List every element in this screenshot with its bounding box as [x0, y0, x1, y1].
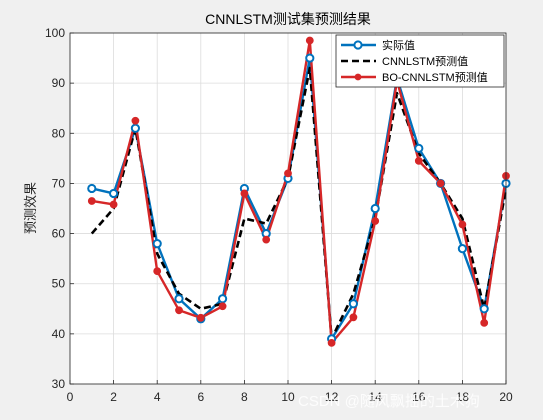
chart-title: CNNLSTM测试集预测结果: [205, 11, 371, 27]
x-tick-label: 14: [369, 390, 383, 404]
y-tick-label: 100: [45, 26, 65, 40]
x-tick-label: 6: [197, 390, 204, 404]
data-point-series-3: [371, 217, 380, 225]
data-point-series-3: [87, 197, 96, 205]
data-point-series-1: [414, 143, 424, 153]
y-axis-label: 预测效果: [23, 182, 38, 234]
data-point-series-3: [327, 338, 336, 347]
x-tick-label: 0: [67, 390, 74, 404]
series-layer: [87, 36, 511, 347]
data-point-series-3: [131, 116, 140, 125]
data-point-series-1: [305, 53, 315, 63]
data-point-series-3: [262, 235, 271, 244]
data-point-series-1: [218, 294, 228, 304]
y-tick-label: 40: [52, 327, 66, 341]
y-tick-label: 90: [52, 76, 66, 90]
legend-label-2: CNNLSTM预测值: [382, 55, 468, 68]
legend-label-1: 实际值: [382, 38, 415, 52]
data-point-series-3: [305, 36, 314, 45]
data-point-series-3: [349, 313, 358, 322]
data-point-series-3: [284, 169, 292, 178]
data-point-series-1: [370, 203, 380, 214]
x-tick-label: 10: [281, 390, 295, 404]
y-tick-label: 70: [52, 176, 66, 190]
data-point-series-1: [348, 299, 358, 309]
x-tick-label: 18: [456, 390, 470, 404]
data-point-series-3: [436, 179, 445, 188]
x-tick-label: 8: [241, 390, 248, 404]
x-tick-label: 16: [412, 390, 426, 404]
x-tick-label: 12: [325, 390, 339, 404]
legend-swatch-marker-1: [353, 40, 363, 50]
data-point-series-3: [458, 220, 467, 229]
series-line-3: [91, 39, 508, 345]
data-point-series-1: [87, 183, 97, 194]
data-point-series-3: [414, 156, 423, 165]
data-point-series-3: [196, 313, 205, 322]
axis-ticks: 0 2 4 6 8 10 12 14 16 18 20 30 40 50 60 70 80 90 100: [45, 26, 513, 404]
x-tick-label: 20: [499, 390, 513, 404]
watermark: CSDN @随风飘摇的土木狗: [298, 393, 480, 410]
data-point-series-3: [109, 200, 118, 209]
y-tick-label: 30: [52, 377, 66, 391]
x-tick-label: 4: [154, 390, 161, 404]
data-point-series-1: [152, 239, 162, 249]
data-point-series-3: [175, 306, 183, 315]
data-point-series-1: [457, 244, 467, 254]
y-tick-label: 60: [52, 227, 66, 241]
data-point-series-3: [218, 302, 227, 311]
y-tick-label: 80: [52, 126, 66, 140]
x-tick-label: 2: [110, 390, 117, 404]
data-point-series-3: [240, 189, 249, 198]
data-point-series-1: [109, 188, 119, 199]
y-tick-label: 50: [52, 277, 66, 291]
data-point-series-1: [130, 123, 140, 133]
legend: 实际值 CNNLSTM预测值 BO-CNNLSTM预测值: [335, 34, 505, 88]
legend-swatch-marker-3: [354, 73, 362, 81]
data-point-series-3: [153, 267, 162, 276]
data-point-series-1: [479, 304, 489, 314]
legend-label-3: BO-CNNLSTM预测值: [382, 71, 488, 84]
data-point-series-1: [174, 294, 184, 304]
data-point-series-3: [480, 318, 489, 327]
